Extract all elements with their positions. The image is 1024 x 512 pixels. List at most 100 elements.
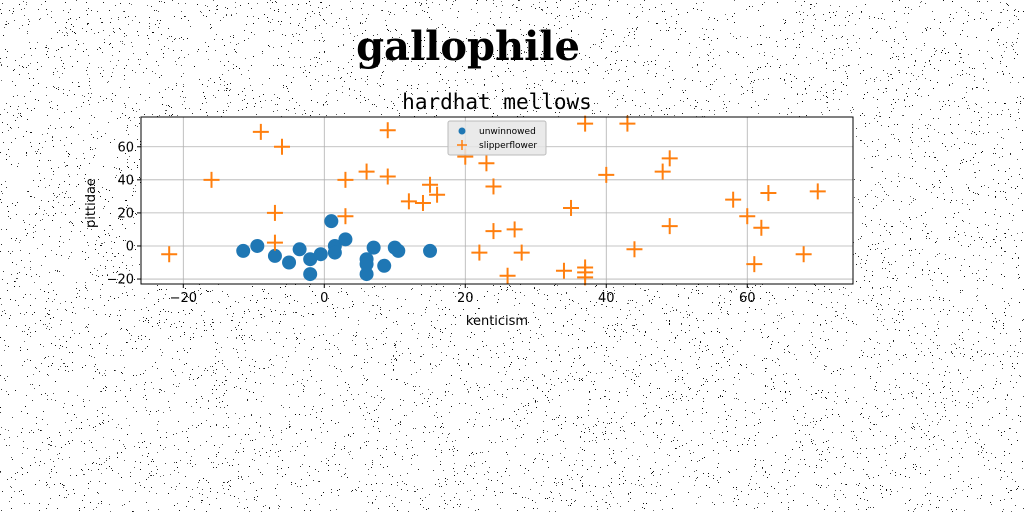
noise-speck xyxy=(376,339,377,340)
noise-speck xyxy=(937,465,938,466)
noise-speck xyxy=(676,52,677,53)
noise-speck xyxy=(751,476,752,477)
noise-speck xyxy=(734,286,735,287)
noise-speck xyxy=(927,128,928,129)
noise-speck xyxy=(890,473,891,474)
noise-speck xyxy=(340,395,341,396)
noise-speck xyxy=(88,324,89,325)
noise-speck xyxy=(445,391,446,392)
noise-speck xyxy=(122,373,123,374)
noise-speck xyxy=(382,457,383,458)
noise-speck xyxy=(787,38,788,39)
noise-speck xyxy=(957,74,958,75)
noise-speck xyxy=(371,396,372,397)
noise-speck xyxy=(821,460,822,461)
noise-speck xyxy=(557,46,558,47)
noise-speck xyxy=(335,423,336,424)
noise-speck xyxy=(14,286,15,287)
noise-speck xyxy=(1005,171,1006,172)
noise-speck xyxy=(645,332,646,333)
noise-speck xyxy=(415,386,416,387)
noise-speck xyxy=(220,20,221,21)
noise-speck xyxy=(959,148,960,149)
noise-speck xyxy=(929,439,930,440)
noise-speck xyxy=(546,358,547,359)
noise-speck xyxy=(964,259,965,260)
noise-speck xyxy=(765,385,766,386)
noise-speck xyxy=(402,101,403,102)
noise-speck xyxy=(827,417,828,418)
noise-speck xyxy=(866,457,867,458)
noise-speck xyxy=(950,382,951,383)
noise-speck xyxy=(124,33,125,34)
noise-speck xyxy=(560,495,561,496)
noise-speck xyxy=(106,98,107,99)
noise-speck xyxy=(772,401,773,402)
noise-speck xyxy=(594,305,595,306)
noise-speck xyxy=(136,103,137,104)
noise-speck xyxy=(34,282,35,283)
noise-speck xyxy=(248,434,249,435)
noise-speck xyxy=(420,5,421,6)
noise-speck xyxy=(250,300,251,301)
noise-speck xyxy=(122,213,123,214)
noise-speck xyxy=(976,87,977,88)
noise-speck xyxy=(910,255,911,256)
noise-speck xyxy=(385,286,386,287)
noise-speck xyxy=(818,289,819,290)
noise-speck xyxy=(758,503,759,504)
noise-speck xyxy=(85,287,86,288)
noise-speck xyxy=(634,7,635,8)
noise-speck xyxy=(40,289,41,290)
noise-speck xyxy=(26,312,27,313)
noise-speck xyxy=(520,319,521,320)
noise-speck xyxy=(586,492,587,493)
noise-speck xyxy=(999,157,1000,158)
noise-speck xyxy=(0,471,1,472)
noise-speck xyxy=(352,366,353,367)
noise-speck xyxy=(615,107,616,108)
noise-speck xyxy=(647,446,648,447)
noise-speck xyxy=(391,101,392,102)
noise-speck xyxy=(848,47,849,48)
noise-speck xyxy=(20,250,21,251)
noise-speck xyxy=(367,84,368,85)
noise-speck xyxy=(917,333,918,334)
noise-speck xyxy=(121,170,122,171)
noise-speck xyxy=(779,365,780,366)
noise-speck xyxy=(302,114,303,115)
noise-speck xyxy=(736,79,737,80)
noise-speck xyxy=(584,82,585,83)
noise-speck xyxy=(290,295,291,296)
noise-speck xyxy=(1017,54,1018,55)
noise-speck xyxy=(157,424,158,425)
noise-speck xyxy=(587,469,588,470)
noise-speck xyxy=(24,15,25,16)
noise-speck xyxy=(919,88,920,89)
noise-speck xyxy=(570,373,571,374)
noise-speck xyxy=(847,76,848,77)
noise-speck xyxy=(491,71,492,72)
noise-speck xyxy=(1012,366,1013,367)
noise-speck xyxy=(505,471,506,472)
noise-speck xyxy=(214,39,215,40)
noise-speck xyxy=(898,59,899,60)
noise-speck xyxy=(543,476,544,477)
noise-speck xyxy=(862,206,863,207)
noise-speck xyxy=(682,370,683,371)
noise-speck xyxy=(200,11,201,12)
noise-speck xyxy=(224,407,225,408)
noise-speck xyxy=(636,28,637,29)
noise-speck xyxy=(105,447,106,448)
noise-speck xyxy=(233,459,234,460)
noise-speck xyxy=(720,395,721,396)
noise-speck xyxy=(439,81,440,82)
noise-speck xyxy=(102,22,103,23)
noise-speck xyxy=(558,346,559,347)
noise-speck xyxy=(500,286,501,287)
noise-speck xyxy=(346,292,347,293)
noise-speck xyxy=(134,245,135,246)
noise-speck xyxy=(635,406,636,407)
noise-speck xyxy=(117,118,118,119)
noise-speck xyxy=(589,485,590,486)
